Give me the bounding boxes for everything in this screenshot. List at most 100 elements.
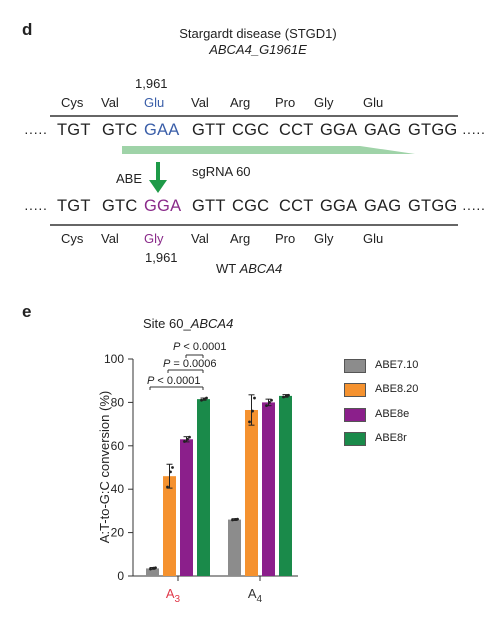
bar-ABE8e-A4 <box>262 402 275 576</box>
legend-label: ABE8.20 <box>375 383 419 395</box>
legend-swatch <box>344 383 366 397</box>
aa-bottom-3: Val <box>191 231 209 246</box>
bar-ABE8e-A3 <box>180 439 193 576</box>
bar-ABE8r-A3 <box>197 399 210 576</box>
data-point-ABE8r-A4-2 <box>287 393 290 397</box>
legend-label: ABE8e <box>375 408 410 420</box>
data-point-ABE8e-A4-2 <box>270 398 273 402</box>
x-tick-label-A4: A4 <box>248 586 263 605</box>
wt-label: WT ABCA4 <box>216 261 282 276</box>
abe-arrow-label: ABE <box>116 171 143 186</box>
y-tick-label-20: 20 <box>111 526 125 540</box>
chart-title-prefix: Site 60_ <box>143 316 191 331</box>
bar-ABE7.10-A4 <box>228 519 241 576</box>
codon-bottom-1: GTC <box>102 197 138 215</box>
y-tick-label-40: 40 <box>111 482 125 496</box>
x-tick-label-A3: A3 <box>166 586 181 605</box>
aa-top-4: Arg <box>230 95 251 110</box>
codon-top-7: GAG <box>364 121 402 139</box>
data-point-ABE8r-A3-0 <box>200 398 203 402</box>
aa-top-3: Val <box>191 95 209 110</box>
chart-title: Site 60_ABCA4 <box>143 316 233 331</box>
significance-brackets: P < 0.0001 P = 0.0006 P < 0.0001 <box>147 341 227 390</box>
codon-top-5: CCT <box>279 121 314 139</box>
wt-prefix: WT <box>216 261 240 276</box>
sig-label-1: P = 0.0006 <box>163 358 217 370</box>
legend-label: ABE8r <box>375 432 407 444</box>
codon-bottom-0: TGT <box>57 197 91 215</box>
aa-bottom-7: Glu <box>363 231 384 246</box>
codon-top-1: GTC <box>102 121 138 139</box>
codon-top-2: GAA <box>144 121 180 139</box>
panel-d-subtitle: ABCA4_G1961E <box>209 42 307 57</box>
seq-top-dots-left: ····· <box>24 124 48 140</box>
data-point-ABE8.20-A4-2 <box>253 396 256 400</box>
data-point-ABE8.20-A3-1 <box>169 470 172 474</box>
codon-bottom-6: GGA <box>320 197 358 215</box>
data-point-ABE8.20-A4-0 <box>248 420 251 424</box>
codon-bottom-8: GTGG <box>408 197 458 215</box>
chart-bars <box>146 393 292 576</box>
sgrna-label: sgRNA 60 <box>192 164 251 179</box>
data-point-ABE7.10-A3-2 <box>154 566 157 570</box>
data-point-ABE8r-A4-0 <box>282 395 285 399</box>
aa-top-5: Pro <box>275 95 296 110</box>
data-point-ABE7.10-A3-0 <box>149 567 152 571</box>
y-tick-label-80: 80 <box>111 395 125 409</box>
aa-bottom-6: Gly <box>314 231 334 246</box>
data-point-ABE8r-A3-2 <box>205 396 208 400</box>
aa-bottom-1: Val <box>101 231 119 246</box>
legend-swatch <box>344 359 366 373</box>
codon-top-6: GGA <box>320 121 358 139</box>
panel-d-title: Stargardt disease (STGD1) <box>179 26 337 41</box>
seq-bottom-dots-right: ····· <box>462 200 486 216</box>
codon-bottom-3: GTT <box>192 197 226 215</box>
data-point-ABE8e-A3-1 <box>186 437 189 441</box>
chart-axes: 0 20 40 60 80 100 A3 A4 <box>104 352 298 605</box>
y-tick-label-0: 0 <box>117 569 124 583</box>
top-strand-line <box>50 115 458 117</box>
codon-bottom-2: GGA <box>144 197 182 215</box>
position-bottom: 1,961 <box>145 250 178 265</box>
aa-top-7: Glu <box>363 95 384 110</box>
seq-bottom-dots-left: ····· <box>24 200 48 216</box>
panel-e-label: e <box>22 302 32 321</box>
data-point-ABE8.20-A4-1 <box>251 409 254 413</box>
aa-top-1: Val <box>101 95 119 110</box>
aa-bottom-4: Arg <box>230 231 251 246</box>
codon-bottom-7: GAG <box>364 197 402 215</box>
sgrna-and-arrow <box>122 146 415 193</box>
data-point-ABE7.10-A4-0 <box>231 518 234 522</box>
legend-label: ABE7.10 <box>375 359 419 371</box>
codon-top-0: TGT <box>57 121 91 139</box>
edit-arrow-head <box>149 180 167 193</box>
aa-top-0: Cys <box>61 95 84 110</box>
wt-gene: ABCA4 <box>239 261 283 276</box>
legend-swatch <box>344 408 366 422</box>
codon-top-3: GTT <box>192 121 226 139</box>
bar-ABE8.20-A4 <box>245 409 258 576</box>
data-point-ABE8e-A3-0 <box>183 440 186 443</box>
seq-top-dots-right: ····· <box>462 124 486 140</box>
aa-top-6: Gly <box>314 95 334 110</box>
y-tick-label-60: 60 <box>111 439 125 453</box>
position-top: 1,961 <box>135 76 168 91</box>
codon-top-8: GTGG <box>408 121 458 139</box>
data-point-ABE7.10-A4-2 <box>236 517 239 521</box>
data-point-ABE8e-A4-0 <box>265 404 268 408</box>
sig-label-0: P < 0.0001 <box>173 341 227 353</box>
codon-bottom-4: CGC <box>232 197 270 215</box>
y-tick-label-100: 100 <box>104 352 124 366</box>
aa-bottom-0: Cys <box>61 231 84 246</box>
sgrna-bar <box>122 146 415 154</box>
codon-top-4: CGC <box>232 121 270 139</box>
chart-title-gene: ABCA4 <box>190 316 234 331</box>
bar-ABE8r-A4 <box>279 395 292 576</box>
data-point-ABE8.20-A3-2 <box>171 466 174 469</box>
bar-ABE7.10-A3 <box>146 568 159 576</box>
data-point-ABE8e-A4-1 <box>268 401 271 404</box>
aa-bottom-2: Gly <box>144 231 164 246</box>
y-axis-label: A:T-to-G:C conversion (%) <box>97 391 112 543</box>
data-point-ABE8.20-A3-0 <box>166 485 169 489</box>
